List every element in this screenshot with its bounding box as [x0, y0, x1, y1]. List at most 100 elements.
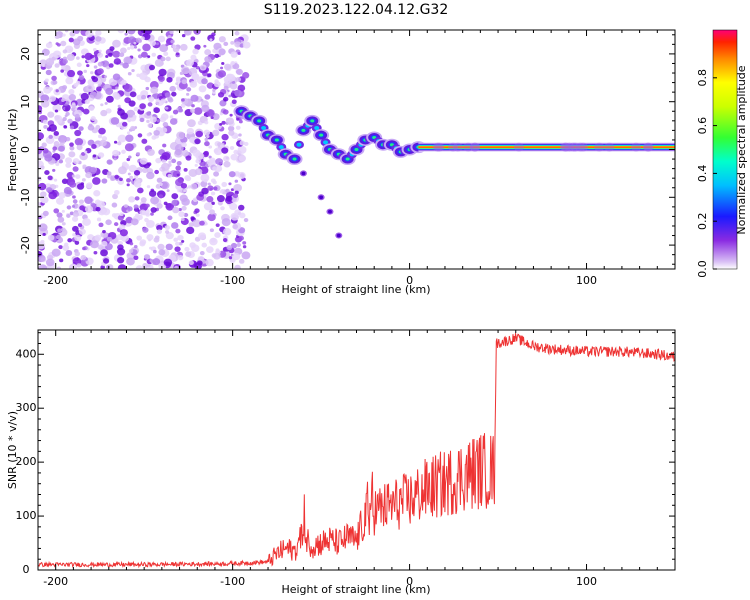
noise-point — [47, 111, 55, 118]
carrier-speckle — [448, 142, 459, 152]
noise-point — [71, 216, 79, 222]
noise-point — [68, 94, 77, 101]
noise-point — [199, 250, 205, 256]
noise-point — [133, 255, 139, 260]
noise-point — [57, 228, 62, 233]
noise-point — [54, 114, 63, 122]
noise-point — [190, 54, 197, 61]
noise-point — [98, 134, 103, 139]
noise-point — [144, 217, 149, 223]
signal-point — [257, 119, 262, 123]
noise-point — [38, 182, 47, 191]
noise-point — [135, 37, 142, 43]
colorbar-gradient — [713, 30, 737, 269]
noise-point — [56, 212, 63, 218]
noise-point — [46, 187, 53, 193]
noise-point — [181, 142, 187, 148]
noise-point — [209, 228, 214, 233]
noise-point — [232, 222, 242, 231]
noise-point — [187, 185, 192, 189]
carrier-speckle — [432, 142, 443, 152]
carrier-speckle — [434, 142, 445, 152]
noise-point — [192, 197, 198, 202]
noise-point — [119, 229, 128, 237]
noise-point — [223, 155, 230, 162]
noise-point — [74, 234, 82, 242]
snr-y-tick-label: 0 — [23, 563, 30, 576]
noise-point — [152, 258, 161, 266]
noise-point — [203, 178, 208, 183]
noise-point — [175, 76, 182, 82]
noise-point — [65, 157, 73, 164]
signal-point — [292, 157, 297, 161]
noise-point — [58, 245, 63, 250]
noise-point — [62, 49, 68, 54]
carrier-speckle — [642, 142, 653, 152]
noise-point — [76, 263, 82, 268]
noise-point — [155, 42, 160, 46]
noise-point — [123, 84, 133, 92]
noise-point — [88, 106, 95, 112]
noise-point — [238, 204, 245, 211]
noise-point — [206, 196, 214, 203]
noise-point — [112, 149, 120, 157]
noise-point — [213, 252, 221, 260]
noise-point — [204, 120, 209, 125]
carrier-speckle — [570, 142, 581, 152]
noise-point — [238, 258, 245, 264]
noise-point — [95, 206, 101, 212]
noise-point — [165, 230, 170, 234]
noise-point — [129, 91, 137, 98]
carrier-speckle — [631, 142, 642, 152]
noise-point — [193, 107, 203, 115]
noise-point — [165, 243, 173, 251]
noise-point — [167, 215, 173, 221]
noise-point — [44, 78, 49, 83]
noise-point — [229, 113, 233, 117]
spectrogram-x-tick-label: -200 — [43, 274, 68, 287]
noise-point — [229, 82, 238, 90]
noise-point — [172, 109, 179, 115]
noise-point — [219, 100, 227, 107]
noise-point — [186, 226, 195, 235]
noise-point — [125, 134, 134, 142]
noise-point — [174, 246, 181, 252]
noise-point — [92, 47, 97, 52]
snr-x-tick-label: 0 — [406, 575, 413, 588]
noise-point — [206, 109, 215, 117]
noise-point — [100, 231, 108, 238]
noise-point — [210, 191, 216, 196]
noise-point — [128, 249, 134, 254]
noise-point — [214, 53, 220, 58]
noise-point — [232, 63, 240, 70]
noise-point — [71, 204, 76, 208]
carrier-speckle — [561, 142, 572, 152]
noise-point — [38, 223, 48, 232]
noise-point — [150, 207, 157, 213]
noise-point — [195, 213, 200, 217]
noise-point — [178, 211, 185, 218]
spectrogram-x-ticks: -200 -100 0 100 — [37, 30, 676, 287]
carrier-speckle — [513, 142, 524, 152]
noise-point — [126, 183, 130, 187]
noise-point — [75, 56, 80, 60]
noise-point — [86, 64, 90, 68]
noise-point — [175, 228, 181, 234]
snr-plot-area — [38, 330, 675, 570]
noise-point — [74, 129, 82, 137]
noise-point — [102, 229, 106, 234]
noise-point — [139, 157, 148, 165]
noise-point — [136, 152, 141, 156]
noise-point — [164, 225, 170, 231]
carrier-speckle — [470, 142, 481, 152]
noise-point — [219, 122, 223, 126]
snr-x-tick-label: -100 — [220, 575, 245, 588]
carrier-speckle — [568, 142, 579, 152]
noise-point — [38, 201, 41, 206]
noise-point — [72, 225, 79, 232]
noise-point — [175, 82, 179, 86]
noise-point — [98, 49, 102, 53]
noise-point — [195, 130, 203, 138]
noise-point — [175, 52, 180, 56]
noise-point — [238, 212, 246, 219]
